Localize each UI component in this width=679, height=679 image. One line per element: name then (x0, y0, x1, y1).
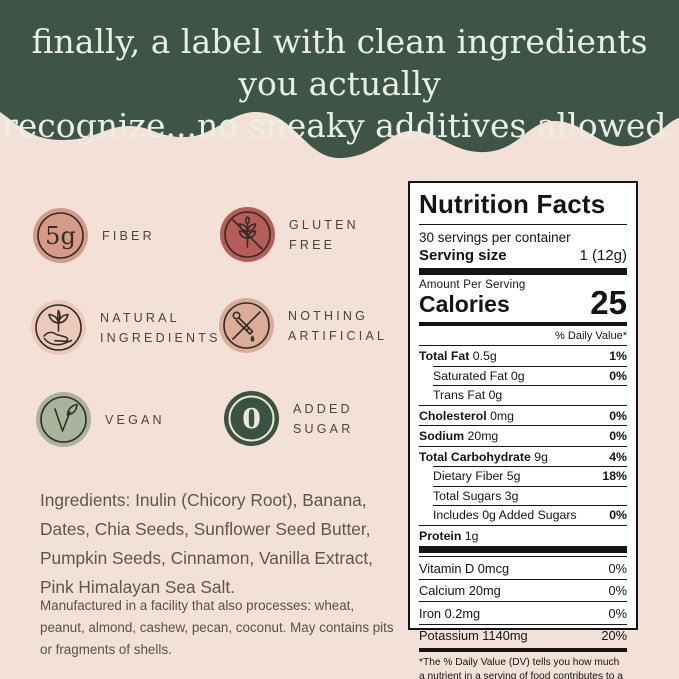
badge-gluten-free-label: GLUTEN FREE (289, 217, 359, 252)
calories-row: Calories 25 (419, 284, 627, 321)
badge-added-sugar-label: ADDED SUGAR (293, 401, 354, 436)
badge-natural-ingredients-label: NATURAL INGREDIENTS (100, 310, 221, 345)
svg-text:5g: 5g (45, 222, 76, 250)
headline-line2: recognize...no sneaky additives allowed. (1, 106, 678, 145)
nutrition-title: Nutrition Facts (419, 189, 627, 225)
daily-value-header: % Daily Value* (555, 330, 627, 342)
badge-vegan-label: VEGAN (105, 412, 165, 427)
badge-added-sugar: 0 ADDED SUGAR (224, 391, 353, 446)
servings-per-container: 30 servings per container (419, 230, 571, 245)
badge-nothing-artificial: NOTHING ARTIFICIAL (219, 298, 387, 353)
calories-label: Calories (419, 291, 510, 317)
nutrient-row-total-sugars: Total Sugars 3g (419, 485, 627, 506)
vitamin-row-calcium: Calcium 20mg 0% (419, 578, 627, 602)
nutrient-row-trans-fat: Trans Fat 0g (419, 385, 627, 405)
serving-size-value: 1 (12g) (579, 247, 627, 264)
headline: finally, a label with clean ingredients … (0, 21, 679, 147)
vitamin-row-iron: Iron 0.2mg 0% (419, 601, 627, 624)
badge-fiber: 5g FIBER (33, 208, 155, 263)
nutrient-row-cholesterol: Cholesterol 0mg 0% (419, 404, 627, 426)
vegan-leaf-icon (36, 392, 91, 447)
manufactured-note: Manufactured in a facility that also pro… (40, 598, 394, 657)
header-wave-banner (0, 0, 679, 159)
fiber-5g-icon: 5g (33, 208, 88, 263)
vitamin-row-vitamin-d: Vitamin D 0mcg 0% (419, 556, 627, 579)
nutrient-row-total-fat: Total Fat 0.5g 1% (419, 345, 627, 366)
badge-fiber-label: FIBER (102, 228, 155, 243)
svg-text:0: 0 (242, 404, 261, 435)
dropper-crossed-icon (219, 298, 274, 353)
amount-per-serving: Amount Per Serving (419, 279, 526, 291)
nutrient-row-dietary-fiber: Dietary Fiber 5g 18% (419, 466, 627, 486)
badge-nothing-artificial-label: NOTHING ARTIFICIAL (288, 308, 388, 343)
nutrient-row-total-carbohydrate: Total Carbohydrate 9g 4% (419, 445, 627, 467)
hand-holding-plant-icon (31, 300, 86, 355)
nutrient-row-protein: Protein 1g (419, 524, 627, 546)
nutrient-row-saturated-fat: Saturated Fat 0g 0% (419, 365, 627, 386)
medium-divider (419, 322, 627, 326)
calories-value: 25 (590, 284, 627, 321)
serving-size-row: Serving size 1 (12g) (419, 246, 627, 267)
badge-natural-ingredients: NATURAL INGREDIENTS (31, 300, 221, 355)
ingredients-text: Ingredients: Inulin (Chicory Root), Bana… (40, 490, 373, 597)
wheat-crossed-icon (220, 207, 275, 262)
badge-gluten-free: GLUTEN FREE (220, 207, 359, 262)
nutrition-facts-panel: Nutrition Facts 30 servings per containe… (408, 181, 638, 679)
nutrient-row-added-sugars: Includes 0g Added Sugars 0% (419, 505, 627, 525)
thick-divider (419, 546, 627, 553)
zero-circle-icon: 0 (224, 391, 279, 446)
daily-value-footnote: *The % Daily Value (DV) tells you how mu… (419, 657, 623, 679)
headline-line1: finally, a label with clean ingredients … (31, 22, 648, 103)
thick-divider (419, 268, 627, 275)
badge-vegan: VEGAN (36, 392, 165, 447)
vitamin-row-potassium: Potassium 1140mg 20% (419, 623, 627, 647)
serving-size-label: Serving size (419, 247, 507, 264)
nutrient-row-sodium: Sodium 20mg 0% (419, 425, 627, 446)
medium-divider (419, 648, 627, 652)
